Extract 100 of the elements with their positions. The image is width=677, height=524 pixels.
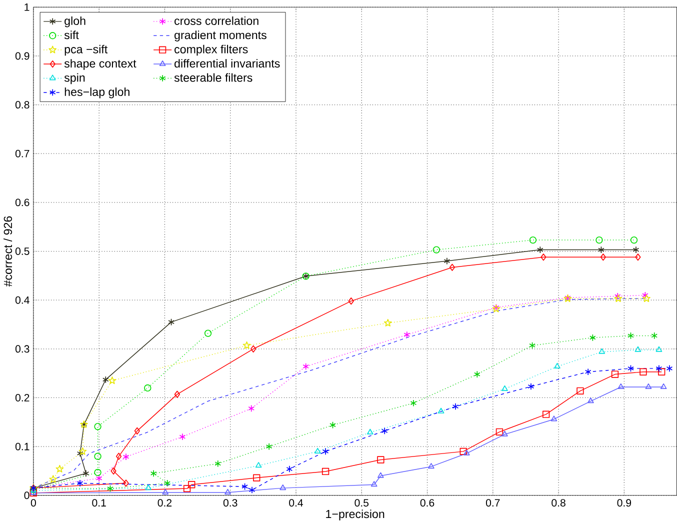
point [658,368,666,376]
y-tick-label: 0.1 [15,442,30,450]
point [286,465,293,473]
point [183,484,191,492]
point [280,484,286,490]
point [614,294,622,302]
y-axis-title: #correct / 926 [4,216,12,287]
point [640,368,647,376]
point [496,428,504,436]
point [253,474,260,482]
point [76,450,84,458]
point [94,468,102,476]
x-tick-label: 0.6 [420,499,434,507]
point [428,463,434,469]
point [628,332,634,340]
x-tick-label: 0.4 [289,499,304,507]
point [144,384,152,392]
point [150,470,157,478]
point [642,294,650,302]
point [179,433,186,440]
y-tick-label: 0.2 [15,394,30,402]
point [656,346,662,352]
point [322,468,330,476]
point [248,486,256,494]
point [122,453,130,460]
point [322,448,329,456]
point [266,443,272,450]
point [107,484,114,492]
point [542,410,550,418]
point [618,383,624,390]
point [82,470,90,478]
point [432,246,440,254]
point [444,257,450,265]
legend-label: shape context [64,59,136,70]
point [76,480,84,487]
point [49,475,58,483]
point [164,480,171,487]
point [460,448,467,456]
point [314,448,321,454]
point [598,348,606,354]
point [367,428,374,434]
point [145,484,152,490]
legend-label: sift [64,30,79,40]
point [94,452,102,460]
y-tick-label: 0 [24,492,30,500]
point [242,483,248,490]
y-tick-label: 0.6 [15,198,30,206]
point [248,404,255,412]
point [168,318,174,326]
point [96,474,102,482]
point [250,345,256,353]
legend-label: hes−lap gloh [64,88,130,98]
point [438,408,444,414]
legend-label: differential invariants [174,59,280,68]
point [630,236,638,244]
point [116,452,122,460]
point [188,481,196,488]
point [540,254,546,261]
point [529,236,537,244]
point [370,481,378,487]
x-tick-label: 0.3 [223,499,238,507]
legend-label: cross correlation [174,16,258,25]
point [628,364,634,372]
point [554,362,560,369]
x-tick-label: 0.7 [486,499,500,507]
x-tick-label: 0.5 [354,499,369,507]
point [588,398,594,404]
point [224,488,231,494]
legend-label: spin [64,73,85,84]
point [463,450,470,456]
point [590,334,596,342]
point [378,472,384,478]
point [550,416,558,422]
y-tick-label: 0.4 [15,296,30,304]
y-tick-label: 1 [24,4,30,11]
y-tick-label: 0.5 [15,248,30,256]
point [634,346,642,352]
point [645,383,652,390]
point [598,246,604,254]
point [576,387,584,395]
y-tick-label: 0.7 [15,150,30,158]
point [384,318,392,326]
point [529,342,536,350]
point [102,376,109,384]
point [302,362,310,370]
y-tick-label: 0.3 [15,345,30,353]
point [330,422,336,429]
point [110,467,116,475]
point [502,430,508,436]
legend-label: gloh [64,16,86,28]
point [255,462,262,468]
point [381,427,388,435]
point [56,464,64,472]
x-axis-title: 1−precision [326,510,384,520]
point [642,292,648,299]
point [614,292,621,300]
point [611,370,619,378]
point [666,364,673,372]
y-tick-label: 0.8 [15,101,30,109]
point [108,376,116,384]
